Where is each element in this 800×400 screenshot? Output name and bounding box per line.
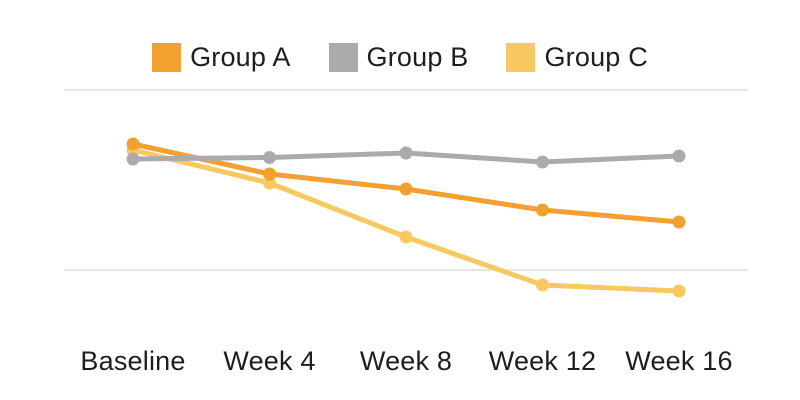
data-point-group-a-4: [672, 215, 686, 229]
legend-label-group-a: Group A: [190, 42, 291, 72]
legend: Group A Group B Group C: [0, 42, 800, 73]
data-point-group-a-2: [399, 182, 413, 196]
legend-swatch-group-c: [506, 43, 536, 72]
legend-swatch-group-b: [328, 43, 358, 72]
data-point-group-c-1: [263, 176, 276, 190]
data-point-group-c-4: [672, 284, 686, 298]
legend-item-group-c: Group C: [506, 42, 648, 73]
gridlines: [64, 89, 748, 271]
data-point-group-c-3: [536, 278, 549, 292]
data-point-group-c-2: [399, 230, 413, 244]
data-point-group-a-3: [536, 203, 549, 217]
data-point-group-a-0: [126, 137, 140, 151]
data-point-group-b-2: [399, 146, 413, 160]
legend-item-group-b: Group B: [328, 42, 469, 73]
data-point-group-b-1: [263, 151, 276, 164]
legend-swatch-group-a: [152, 43, 182, 72]
series-lines: [126, 137, 686, 298]
data-point-group-b-0: [126, 152, 140, 166]
legend-label-group-b: Group B: [366, 42, 469, 72]
legend-item-group-a: Group A: [152, 42, 290, 73]
data-point-group-b-4: [672, 149, 686, 163]
legend-label-group-c: Group C: [544, 42, 648, 72]
data-point-group-a-1: [263, 167, 276, 181]
data-point-group-b-3: [536, 155, 549, 169]
